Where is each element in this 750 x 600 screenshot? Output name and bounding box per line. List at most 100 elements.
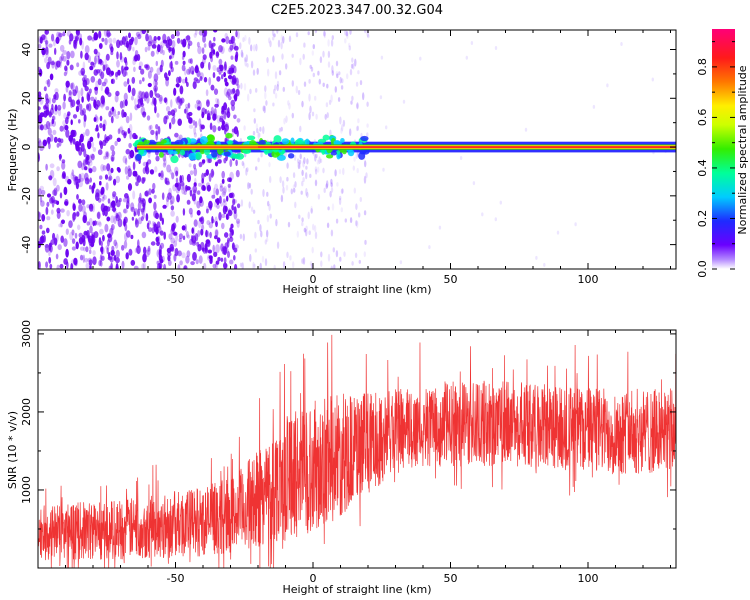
noise-point: [121, 244, 125, 251]
noise-point: [189, 187, 192, 193]
noise-point: [188, 207, 193, 215]
noise-point: [156, 249, 161, 258]
noise-point: [165, 180, 171, 186]
noise-point: [213, 30, 218, 33]
noise-point: [189, 170, 194, 176]
noise-point: [44, 30, 47, 37]
noise-point: [264, 239, 267, 245]
noise-point: [228, 39, 233, 45]
noise-point: [65, 129, 70, 138]
noise-point: [252, 69, 256, 76]
noise-point: [215, 220, 218, 228]
noise-point: [141, 263, 145, 269]
noise-point: [142, 202, 146, 211]
noise-point: [125, 40, 129, 49]
noise-point: [352, 165, 355, 171]
noise-point: [93, 117, 97, 122]
noise-point: [291, 53, 294, 58]
noise-point: [89, 184, 92, 190]
noise-point: [141, 231, 147, 239]
noise-point: [75, 85, 79, 94]
noise-point: [233, 206, 237, 215]
noise-point: [326, 83, 329, 89]
noise-point: [228, 67, 233, 75]
noise-point: [108, 170, 112, 176]
noise-point: [96, 69, 101, 74]
noise-point: [295, 85, 298, 94]
noise-point: [166, 196, 170, 203]
noise-point: [48, 256, 52, 264]
noise-point: [196, 79, 201, 84]
noise-point: [141, 208, 144, 215]
noise-point: [205, 229, 208, 238]
noise-point: [159, 64, 163, 73]
noise-point: [137, 239, 140, 249]
noise-point: [179, 260, 183, 266]
noise-point: [111, 223, 115, 231]
noise-point: [203, 262, 207, 269]
noise-point: [269, 175, 272, 184]
noise-point: [115, 175, 121, 184]
noise-point: [301, 217, 304, 223]
noise-point: [229, 227, 232, 233]
noise-point: [43, 124, 48, 131]
noise-point: [263, 105, 266, 114]
noise-point: [110, 51, 114, 56]
noise-point: [313, 225, 317, 232]
noise-point: [88, 249, 92, 255]
noise-point: [106, 163, 111, 172]
noise-point: [221, 109, 225, 115]
noise-point: [125, 148, 131, 155]
noise-point: [38, 142, 41, 147]
noise-point: [134, 171, 138, 177]
noise-point: [104, 208, 108, 217]
noise-point: [45, 44, 49, 53]
noise-point: [314, 30, 318, 34]
noise-point: [146, 115, 151, 121]
noise-point: [110, 225, 114, 234]
noise-point: [82, 254, 86, 263]
noise-point: [285, 115, 288, 123]
noise-point: [292, 261, 295, 269]
noise-point: [135, 181, 139, 187]
noise-point: [87, 103, 92, 112]
noise-point: [184, 106, 189, 115]
noise-point: [45, 93, 49, 101]
signal-blob: [326, 154, 334, 159]
noise-point: [241, 262, 244, 269]
noise-point: [185, 231, 189, 238]
noise-point: [44, 57, 48, 64]
noise-point: [247, 182, 250, 190]
noise-point: [227, 209, 233, 217]
noise-point: [260, 230, 263, 238]
noise-point: [68, 220, 73, 229]
noise-point: [344, 38, 347, 44]
noise-point: [287, 221, 291, 228]
noise-point: [211, 216, 214, 224]
noise-point: [112, 37, 117, 44]
noise-point: [122, 155, 128, 164]
noise-point: [63, 124, 66, 132]
noise-point: [226, 88, 232, 97]
noise-point: [179, 98, 183, 106]
noise-point: [159, 230, 164, 236]
noise-point: [100, 203, 106, 213]
noise-point: [142, 111, 147, 118]
noise-point: [293, 188, 296, 193]
noise-point: [344, 218, 347, 223]
noise-point: [95, 80, 99, 90]
signal-blob: [138, 148, 145, 155]
noise-point: [363, 175, 367, 184]
noise-point: [314, 95, 317, 101]
noise-point: [199, 199, 204, 207]
noise-point: [99, 123, 103, 129]
noise-point: [472, 181, 476, 186]
noise-point: [353, 187, 356, 194]
noise-point: [253, 118, 256, 124]
noise-point: [175, 30, 180, 37]
noise-point: [46, 137, 52, 143]
noise-point: [85, 128, 90, 137]
noise-point: [221, 222, 225, 230]
noise-point: [244, 34, 247, 42]
noise-point: [215, 97, 219, 104]
